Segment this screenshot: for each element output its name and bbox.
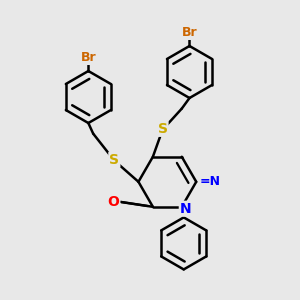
Text: O: O	[107, 195, 119, 209]
Text: N: N	[180, 202, 191, 216]
Text: S: S	[110, 153, 119, 166]
Text: =N: =N	[199, 175, 220, 188]
Text: S: S	[158, 122, 167, 136]
Text: Br: Br	[182, 26, 197, 39]
Text: Br: Br	[80, 51, 96, 64]
